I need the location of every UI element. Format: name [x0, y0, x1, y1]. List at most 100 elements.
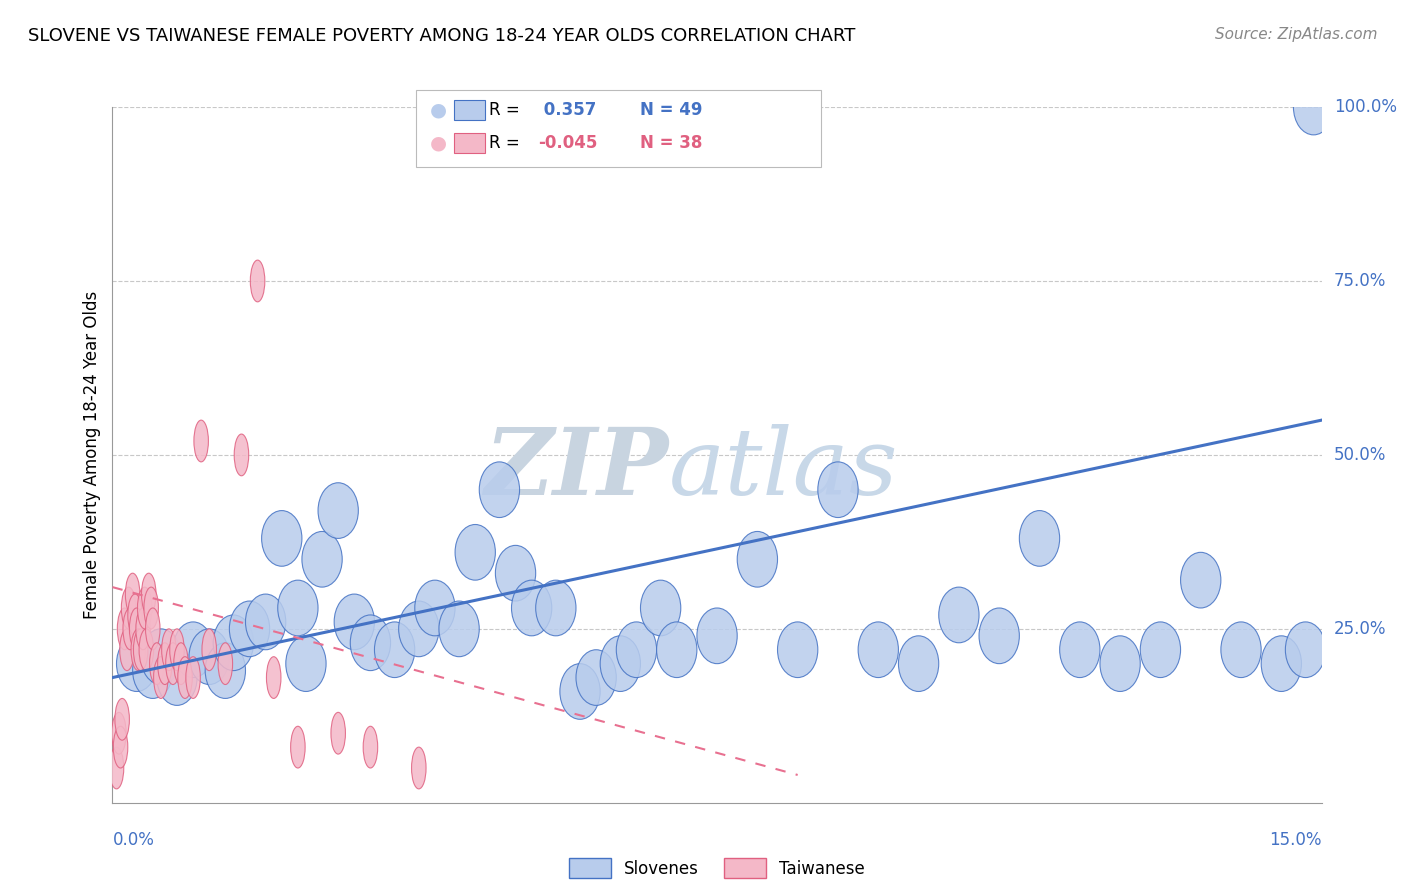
Ellipse shape [363, 726, 378, 768]
Ellipse shape [657, 622, 697, 678]
Ellipse shape [218, 643, 232, 684]
Ellipse shape [136, 608, 150, 649]
Ellipse shape [125, 574, 139, 615]
Ellipse shape [229, 601, 270, 657]
Ellipse shape [898, 636, 939, 691]
Ellipse shape [250, 260, 264, 301]
Ellipse shape [138, 587, 152, 629]
Ellipse shape [194, 420, 208, 462]
Ellipse shape [536, 580, 576, 636]
Ellipse shape [697, 608, 737, 664]
Text: ●: ● [430, 133, 447, 153]
Ellipse shape [111, 713, 127, 754]
Ellipse shape [115, 698, 129, 740]
Ellipse shape [1181, 552, 1220, 608]
Ellipse shape [576, 649, 616, 706]
Ellipse shape [139, 629, 153, 671]
Ellipse shape [495, 545, 536, 601]
Ellipse shape [202, 629, 217, 671]
Ellipse shape [412, 747, 426, 789]
Ellipse shape [330, 713, 346, 754]
Ellipse shape [122, 608, 138, 649]
Ellipse shape [170, 629, 184, 671]
Ellipse shape [214, 615, 253, 671]
Ellipse shape [146, 608, 160, 649]
Ellipse shape [157, 643, 172, 684]
Ellipse shape [149, 643, 165, 684]
Ellipse shape [120, 629, 134, 671]
Ellipse shape [415, 580, 456, 636]
Text: 100.0%: 100.0% [1334, 98, 1396, 116]
Ellipse shape [174, 643, 188, 684]
Ellipse shape [132, 643, 173, 698]
Ellipse shape [1060, 622, 1099, 678]
Ellipse shape [205, 643, 246, 698]
Ellipse shape [818, 462, 858, 517]
Ellipse shape [235, 434, 249, 475]
Text: ●: ● [430, 100, 447, 120]
Ellipse shape [1285, 622, 1326, 678]
Text: 25.0%: 25.0% [1334, 620, 1386, 638]
Ellipse shape [456, 524, 495, 580]
Ellipse shape [129, 608, 143, 649]
Ellipse shape [318, 483, 359, 539]
Ellipse shape [1261, 636, 1302, 691]
Ellipse shape [114, 726, 128, 768]
Ellipse shape [479, 462, 520, 517]
Text: SLOVENE VS TAIWANESE FEMALE POVERTY AMONG 18-24 YEAR OLDS CORRELATION CHART: SLOVENE VS TAIWANESE FEMALE POVERTY AMON… [28, 27, 855, 45]
Ellipse shape [246, 594, 285, 649]
Ellipse shape [600, 636, 641, 691]
Ellipse shape [153, 657, 169, 698]
Ellipse shape [128, 594, 142, 636]
Ellipse shape [399, 601, 439, 657]
Ellipse shape [262, 510, 302, 566]
Ellipse shape [121, 587, 136, 629]
Y-axis label: Female Poverty Among 18-24 Year Olds: Female Poverty Among 18-24 Year Olds [83, 291, 101, 619]
Ellipse shape [291, 726, 305, 768]
Text: R =: R = [489, 134, 526, 152]
Text: R =: R = [489, 101, 526, 119]
Ellipse shape [188, 629, 229, 684]
Text: 75.0%: 75.0% [1334, 272, 1386, 290]
Ellipse shape [285, 636, 326, 691]
Ellipse shape [778, 622, 818, 678]
Ellipse shape [641, 580, 681, 636]
Ellipse shape [267, 657, 281, 698]
Ellipse shape [335, 594, 374, 649]
Ellipse shape [177, 657, 193, 698]
Text: 0.0%: 0.0% [112, 830, 155, 848]
Ellipse shape [162, 629, 176, 671]
Ellipse shape [134, 629, 148, 671]
Ellipse shape [1019, 510, 1060, 566]
Ellipse shape [143, 587, 159, 629]
Ellipse shape [1294, 79, 1334, 135]
Ellipse shape [186, 657, 200, 698]
Ellipse shape [166, 643, 180, 684]
Legend: Slovenes, Taiwanese: Slovenes, Taiwanese [562, 851, 872, 885]
Text: atlas: atlas [669, 424, 898, 514]
Ellipse shape [616, 622, 657, 678]
Text: 15.0%: 15.0% [1270, 830, 1322, 848]
Ellipse shape [117, 608, 132, 649]
Ellipse shape [1099, 636, 1140, 691]
Ellipse shape [110, 747, 124, 789]
Ellipse shape [302, 532, 342, 587]
Ellipse shape [173, 622, 214, 678]
Text: 0.357: 0.357 [538, 101, 598, 119]
Ellipse shape [117, 636, 157, 691]
Ellipse shape [439, 601, 479, 657]
Ellipse shape [157, 649, 197, 706]
Ellipse shape [350, 615, 391, 671]
Ellipse shape [374, 622, 415, 678]
Ellipse shape [142, 574, 156, 615]
Ellipse shape [858, 622, 898, 678]
Text: Source: ZipAtlas.com: Source: ZipAtlas.com [1215, 27, 1378, 42]
Ellipse shape [1220, 622, 1261, 678]
Ellipse shape [1140, 622, 1181, 678]
Ellipse shape [278, 580, 318, 636]
Ellipse shape [737, 532, 778, 587]
Ellipse shape [560, 664, 600, 719]
Ellipse shape [131, 629, 146, 671]
Ellipse shape [512, 580, 551, 636]
Text: N = 38: N = 38 [640, 134, 702, 152]
